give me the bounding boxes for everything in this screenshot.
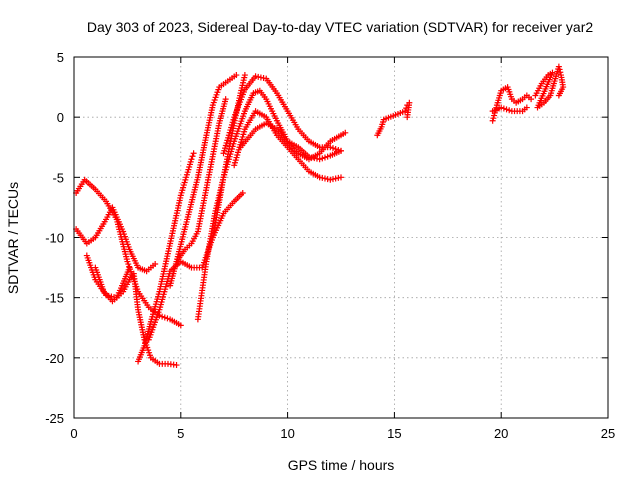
data-point <box>260 75 267 82</box>
data-point <box>329 145 336 152</box>
y-tick-label: -10 <box>45 231 64 246</box>
series-trace-a <box>73 176 184 329</box>
data-point <box>335 174 342 181</box>
plot-grid <box>74 57 608 418</box>
series-trace-m <box>237 120 349 163</box>
data-point <box>491 112 498 119</box>
data-point <box>233 72 240 79</box>
data-point <box>523 104 530 111</box>
data-point <box>321 175 328 182</box>
data-point <box>188 156 195 163</box>
data-point <box>189 153 196 160</box>
y-tick-label: -20 <box>45 351 64 366</box>
data-point <box>329 176 336 183</box>
data-point <box>152 260 159 267</box>
data-point <box>327 176 334 183</box>
series-trace-i <box>194 87 344 323</box>
series-trace-q <box>532 63 567 111</box>
series-trace-f <box>145 72 248 343</box>
data-point <box>321 154 328 161</box>
data-points <box>73 63 567 369</box>
data-point <box>556 66 563 73</box>
data-point <box>316 156 323 163</box>
data-point <box>332 146 339 153</box>
data-point <box>324 153 331 160</box>
series-trace-b <box>73 204 159 275</box>
data-point <box>126 264 133 271</box>
y-tick-labels: 5 0 -5 -10 -15 -20 -25 <box>45 50 64 426</box>
y-tick-label: 5 <box>57 50 64 65</box>
data-point <box>319 155 326 162</box>
data-point <box>500 105 507 112</box>
series-trace-g <box>173 96 229 265</box>
series-trace-k <box>220 73 344 157</box>
x-axis-label: GPS time / hours <box>288 457 395 473</box>
plot-frame <box>73 56 609 419</box>
data-point <box>327 144 334 151</box>
x-tick-label: 10 <box>280 426 294 441</box>
data-point <box>503 106 510 113</box>
data-point <box>555 63 562 70</box>
series-trace-p <box>489 104 530 115</box>
y-tick-label: -15 <box>45 291 64 306</box>
data-point <box>319 174 326 181</box>
data-point <box>528 96 535 103</box>
data-point <box>257 74 264 81</box>
y-tick-label: -5 <box>52 170 64 185</box>
x-tick-label: 5 <box>177 426 184 441</box>
data-point <box>164 315 171 322</box>
y-axis-label: SDTVAR / TECUs <box>5 182 21 294</box>
data-point <box>335 146 342 153</box>
data-point <box>324 176 331 183</box>
y-tick-label: -25 <box>45 411 64 426</box>
x-tick-label: 25 <box>601 426 615 441</box>
data-point <box>159 313 166 320</box>
data-point <box>338 147 344 154</box>
data-point <box>255 73 262 80</box>
data-point <box>404 114 411 121</box>
data-point <box>316 174 323 181</box>
data-point <box>177 322 184 329</box>
data-point <box>173 362 180 369</box>
series-trace-o <box>489 84 535 124</box>
series-trace-d <box>92 264 133 305</box>
data-point <box>489 117 496 124</box>
chart-title: Day 303 of 2023, Sidereal Day-to-day VTE… <box>87 19 593 35</box>
x-tick-label: 20 <box>494 426 508 441</box>
y-tick-label: 0 <box>57 110 64 125</box>
x-tick-labels: 0 5 10 15 20 25 <box>70 426 615 441</box>
data-point <box>332 175 339 182</box>
series-trace-e <box>135 150 197 365</box>
x-tick-label: 0 <box>70 426 77 441</box>
data-point <box>222 96 229 103</box>
x-tick-label: 15 <box>387 426 401 441</box>
data-point <box>239 189 246 196</box>
series-trace-n <box>374 99 413 139</box>
data-point <box>252 73 259 80</box>
data-point <box>190 150 197 157</box>
series-trace-h <box>167 72 240 289</box>
data-point <box>490 115 497 122</box>
data-point <box>338 174 344 181</box>
data-point <box>241 72 248 79</box>
data-point <box>342 129 349 136</box>
data-point <box>161 314 168 321</box>
data-point <box>557 69 564 76</box>
series-trace-j <box>209 189 246 241</box>
data-point <box>402 108 409 115</box>
data-point <box>555 92 562 99</box>
data-point <box>506 107 513 114</box>
data-point <box>498 104 505 111</box>
